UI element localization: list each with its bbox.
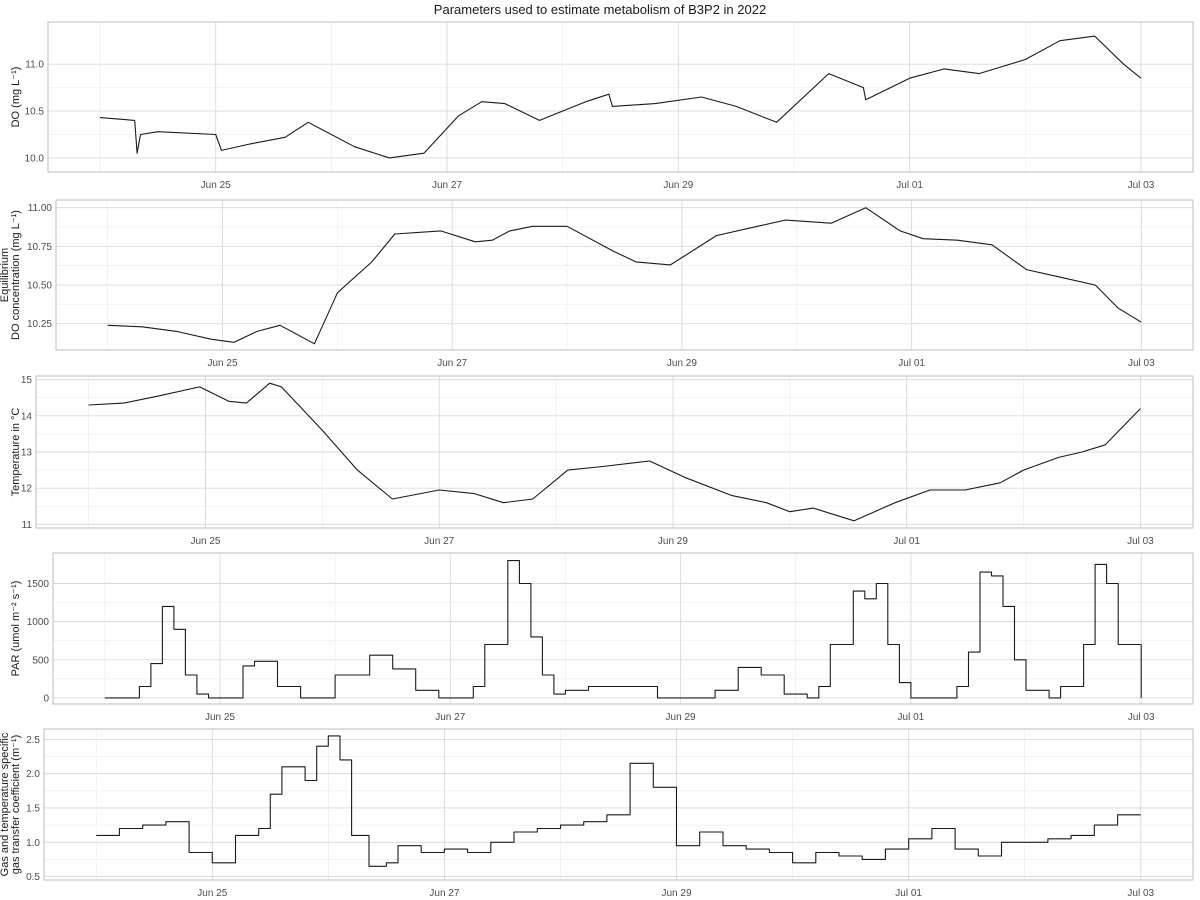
y-tick-label: 10.5 [25,107,45,118]
y-tick-label: 11.00 [28,203,53,214]
y-tick-label: 2.5 [26,735,40,746]
series-line [88,382,1141,522]
x-tick-label: Jun 29 [658,536,688,547]
x-tick-label: Jun 27 [424,536,454,547]
y-tick-label: 14 [21,411,33,422]
x-tick-label: Jul 03 [1128,712,1155,723]
series-line [104,560,1142,699]
x-tick-label: Jun 25 [208,358,238,369]
y-tick-label: 11.0 [25,60,44,71]
x-tick-label: Jun 27 [432,180,462,191]
y-axis-title: Gas and temperature specific [0,732,11,876]
x-tick-label: Jun 25 [190,536,220,547]
y-tick-label: 11 [22,520,33,531]
y-tick-label: 12 [21,484,33,495]
y-tick-label: 10.50 [27,281,52,292]
series-line [99,35,1142,159]
panel-border [47,21,1194,173]
panel-border [52,552,1194,705]
y-tick-label: 1000 [27,617,50,628]
panel-border [55,199,1194,351]
x-tick-label: Jun 29 [663,180,693,191]
x-tick-label: Jul 01 [898,712,925,723]
y-tick-label: 500 [32,655,49,666]
y-axis-title: Equilibrium [0,248,11,302]
y-tick-label: 1500 [27,579,50,590]
chart-title: Parameters used to estimate metabolism o… [433,2,767,17]
x-tick-label: Jul 01 [898,358,925,369]
series-line [96,735,1141,867]
y-tick-label: 2.0 [26,769,40,780]
x-tick-label: Jun 29 [666,712,696,723]
y-tick-label: 10.25 [27,319,52,330]
y-tick-label: 15 [21,375,33,386]
panel-border [35,375,1194,529]
y-tick-label: 10.75 [27,242,52,253]
panel-border [43,728,1194,881]
y-tick-label: 1.5 [26,803,40,814]
x-tick-label: Jul 03 [1128,358,1155,369]
x-tick-label: Jul 01 [893,536,920,547]
x-tick-label: Jul 03 [1127,888,1154,899]
y-tick-label: 0 [43,693,49,704]
x-tick-label: Jun 27 [437,358,467,369]
x-tick-label: Jun 25 [201,180,231,191]
y-tick-label: 1.0 [26,838,40,849]
y-tick-label: 13 [21,448,33,459]
x-tick-label: Jul 01 [896,180,923,191]
y-tick-label: 10.0 [25,153,45,164]
y-axis-title: gas transfer coefficient (m⁻¹) [10,735,22,874]
x-tick-label: Jun 27 [435,712,465,723]
series-line [107,207,1142,345]
y-axis-title: PAR (umol m⁻² s⁻¹) [10,581,22,677]
x-tick-label: Jul 03 [1128,180,1155,191]
x-tick-label: Jun 25 [197,888,227,899]
y-tick-label: 0.5 [26,872,40,883]
x-tick-label: Jul 03 [1127,536,1154,547]
y-axis-title: DO concentration (mg L⁻¹) [10,210,22,340]
x-tick-label: Jun 29 [662,888,692,899]
y-axis-title: Temperature in °C [10,408,22,497]
x-tick-label: Jun 27 [429,888,459,899]
x-tick-label: Jul 01 [895,888,922,899]
x-tick-label: Jun 25 [205,712,235,723]
y-axis-title: DO (mg L⁻¹) [10,67,22,128]
x-tick-label: Jun 29 [667,358,697,369]
